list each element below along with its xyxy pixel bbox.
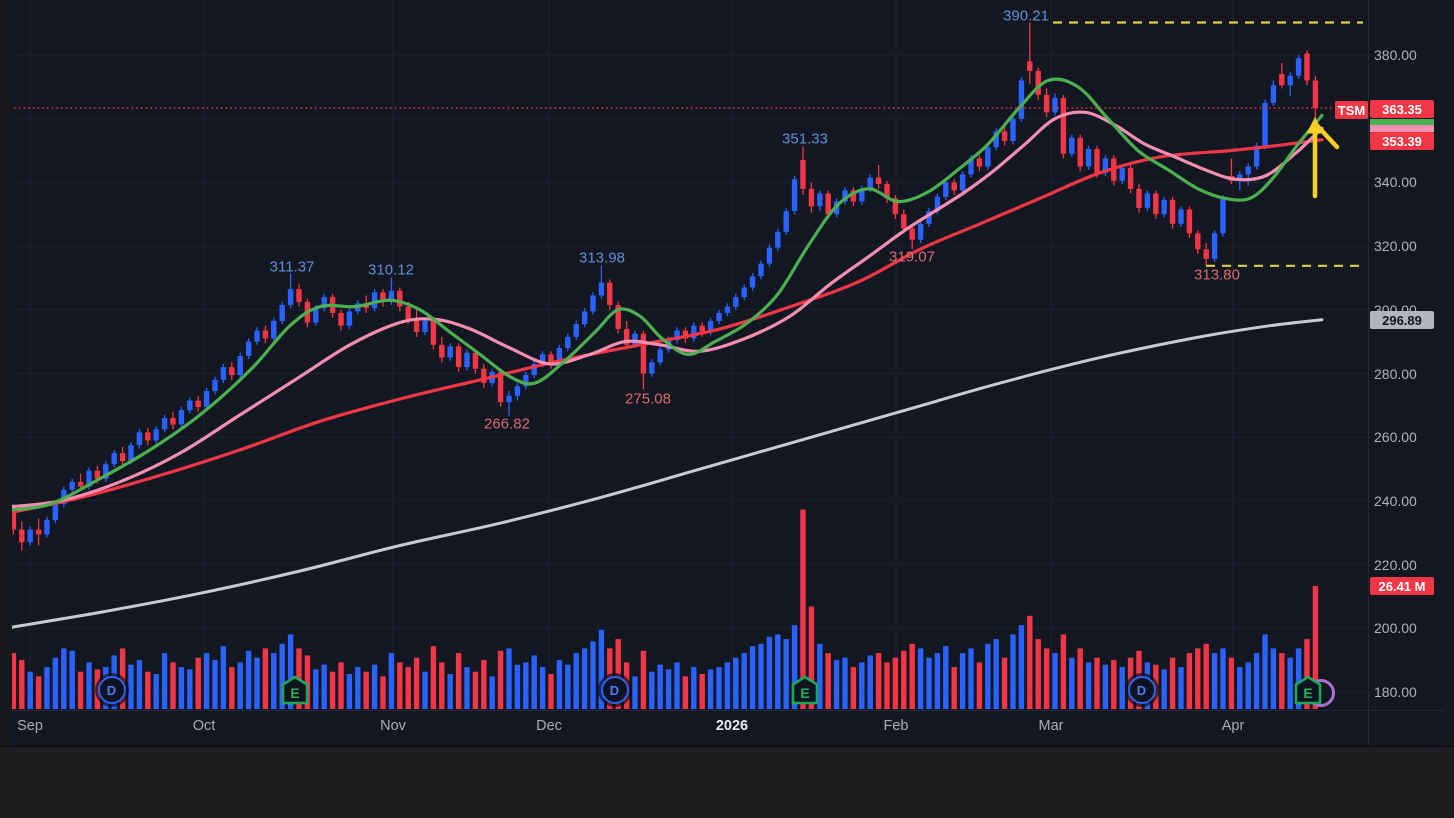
swing-high-price-label: 311.37 bbox=[269, 258, 315, 276]
price-tick-label: 380.00 bbox=[1374, 47, 1417, 63]
left-edge-gutter bbox=[0, 0, 12, 745]
sma200-value-label: 296.89 bbox=[1370, 311, 1434, 329]
time-axis-month-label: Oct bbox=[192, 718, 216, 734]
swing-high-price-label: 351.33 bbox=[782, 130, 828, 148]
swing-high-price-label: 310.12 bbox=[368, 261, 414, 279]
price-tick-label: 200.00 bbox=[1374, 620, 1417, 637]
dividend-badge-icon[interactable]: D bbox=[600, 676, 629, 704]
volume-value-label: 26.41 M bbox=[1370, 577, 1434, 595]
ma-line-white bbox=[3, 318, 1324, 630]
ma-line-red bbox=[3, 138, 1324, 516]
time-axis-month-label: Sep bbox=[17, 718, 43, 734]
price-tick-label: 180.00 bbox=[1374, 684, 1417, 700]
price-tick-label: 240.00 bbox=[1374, 492, 1417, 509]
swing-high-price-label: 313.98 bbox=[579, 249, 625, 267]
swing-high-price-label: 390.21 bbox=[1003, 7, 1049, 25]
dividend-badge-icon[interactable]: D bbox=[1127, 676, 1156, 704]
price-axis-divider bbox=[1368, 0, 1369, 745]
footer-bar: TradingView bbox=[0, 745, 1454, 818]
svg-text:E: E bbox=[290, 685, 299, 701]
ma-line-pink bbox=[3, 110, 1324, 509]
price-tick-label: 220.00 bbox=[1374, 556, 1417, 573]
price-axis[interactable]: TSM 363.35 353.39 296.89 26.41 M 380.00 3… bbox=[1335, 0, 1444, 745]
ma-pink-axis-strip bbox=[1370, 125, 1434, 132]
dividend-badge-icon[interactable]: D bbox=[97, 676, 126, 704]
time-axis-month-label: 2026 bbox=[715, 718, 749, 734]
right-edge-gutter bbox=[1444, 0, 1454, 745]
last-price-label: 363.35 bbox=[1370, 100, 1434, 118]
swing-low-price-label: 266.82 bbox=[484, 415, 530, 433]
time-axis-month-label: Feb bbox=[883, 718, 909, 734]
candlesticks bbox=[2, 22, 1319, 551]
earnings-badge-icon[interactable]: E bbox=[1292, 674, 1324, 706]
chart-canvas[interactable] bbox=[0, 0, 1454, 745]
ma-line-green bbox=[3, 77, 1324, 513]
earnings-badge-icon[interactable]: E bbox=[279, 674, 311, 706]
svg-text:E: E bbox=[800, 685, 809, 701]
price-tick-label: 320.00 bbox=[1374, 238, 1417, 255]
price-tick-label: 260.00 bbox=[1374, 429, 1417, 446]
volume-bars bbox=[2, 509, 1319, 710]
ma-green-axis-strip bbox=[1370, 119, 1434, 125]
annotations-layer bbox=[0, 21, 1368, 267]
grid-lines bbox=[0, 0, 1368, 710]
ma-red-value-label: 353.39 bbox=[1370, 132, 1434, 150]
time-axis-month-label: Dec bbox=[536, 718, 562, 734]
svg-text:E: E bbox=[1303, 685, 1312, 701]
symbol-ticker-label: TSM bbox=[1335, 101, 1368, 119]
price-tick-label: 340.00 bbox=[1374, 174, 1417, 191]
swing-low-price-label: 275.08 bbox=[625, 390, 671, 408]
swing-low-price-label: 319.07 bbox=[889, 248, 935, 266]
price-tick-label: 280.00 bbox=[1374, 365, 1417, 382]
swing-low-price-label: 313.80 bbox=[1194, 266, 1240, 284]
chart-panel: 390.21 311.37 310.12 313.98 351.33 266.82 275.… bbox=[0, 0, 1454, 746]
time-axis[interactable]: Sep Oct Nov Dec 2026 Feb Mar Apr bbox=[0, 710, 1454, 746]
time-axis-month-label: Mar bbox=[1038, 718, 1064, 734]
time-axis-month-label: Apr bbox=[1221, 718, 1245, 734]
time-axis-month-label: Nov bbox=[380, 718, 406, 734]
earnings-badge-icon[interactable]: E bbox=[789, 674, 821, 706]
